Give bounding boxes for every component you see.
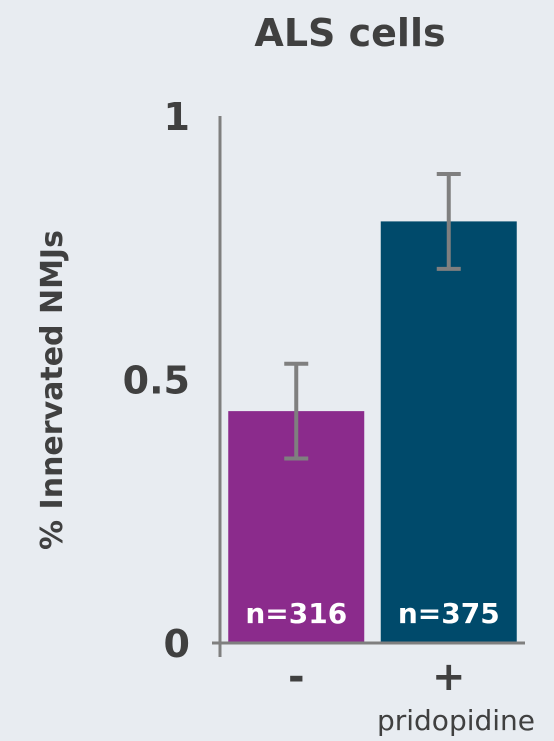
bar-1 [380,221,517,643]
sample-label-1: n=375 [398,597,500,630]
chart-title: ALS cells [254,11,445,55]
sample-label-0: n=316 [245,597,347,630]
x-tick-label-1: + [432,654,466,700]
x-axis-label: pridopidine [377,704,535,737]
y-tick-label-1: 0.5 [123,359,190,403]
y-axis-label: % Innervated NMJs [35,230,70,550]
y-tick-label-2: 1 [164,95,190,139]
x-tick-label-0: - [288,654,305,700]
y-tick-label-0: 0 [164,622,190,666]
